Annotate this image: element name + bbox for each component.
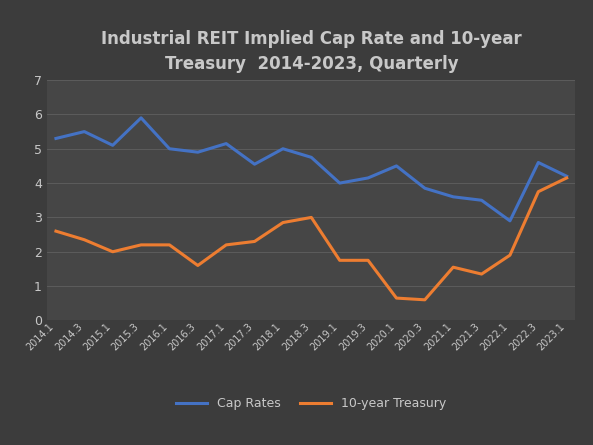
Cap Rates [52,136,59,141]
Line: Cap Rates: Cap Rates [56,118,567,221]
Cap Rates [449,194,457,199]
10-year Treasury [478,271,485,277]
Cap Rates [365,175,372,181]
10-year Treasury [81,237,88,243]
10-year Treasury [251,239,258,244]
Cap Rates [81,129,88,134]
10-year Treasury [52,228,59,234]
10-year Treasury [365,258,372,263]
10-year Treasury [195,263,202,268]
Cap Rates [506,218,514,223]
Cap Rates [308,155,315,160]
10-year Treasury [535,189,542,194]
Cap Rates [279,146,286,151]
Cap Rates [421,186,428,191]
10-year Treasury [393,295,400,301]
Legend: Cap Rates, 10-year Treasury: Cap Rates, 10-year Treasury [171,392,451,415]
Line: 10-year Treasury: 10-year Treasury [56,178,567,300]
10-year Treasury [563,175,570,181]
10-year Treasury [308,215,315,220]
Cap Rates [336,180,343,186]
10-year Treasury [449,264,457,270]
10-year Treasury [336,258,343,263]
10-year Treasury [138,242,145,247]
Title: Industrial REIT Implied Cap Rate and 10-year
Treasury  2014-2023, Quarterly: Industrial REIT Implied Cap Rate and 10-… [101,30,522,73]
Cap Rates [563,174,570,179]
10-year Treasury [506,252,514,258]
Cap Rates [478,198,485,203]
Cap Rates [109,143,116,148]
10-year Treasury [279,220,286,225]
10-year Treasury [109,249,116,255]
Cap Rates [535,160,542,165]
Cap Rates [251,162,258,167]
Cap Rates [195,150,202,155]
Cap Rates [222,141,229,146]
Cap Rates [166,146,173,151]
10-year Treasury [222,242,229,247]
Cap Rates [138,115,145,121]
Cap Rates [393,163,400,169]
10-year Treasury [166,242,173,247]
10-year Treasury [421,297,428,303]
